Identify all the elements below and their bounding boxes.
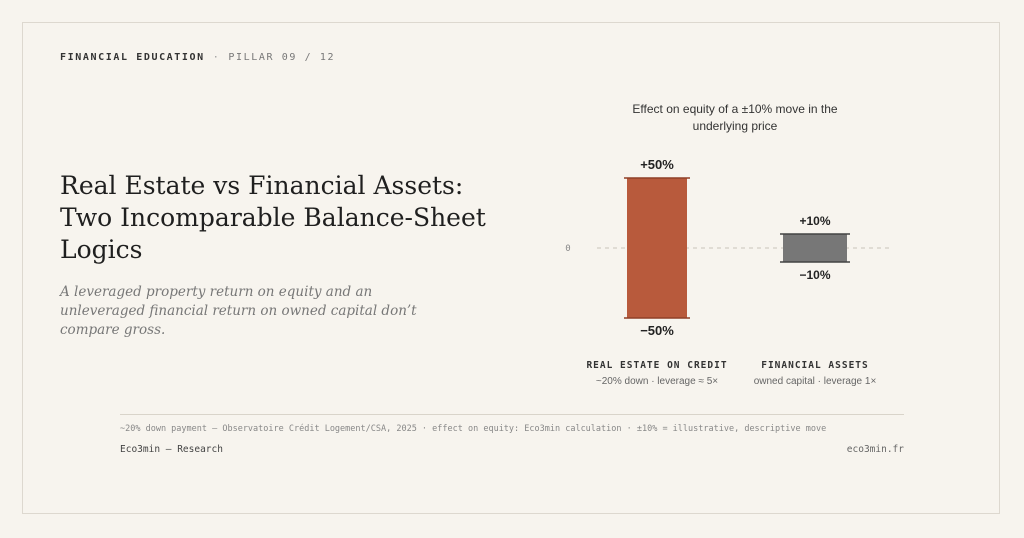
kicker-secondary: PILLAR 09 / 12 — [228, 52, 336, 63]
page-title: Real Estate vs Financial Assets: Two Inc… — [60, 171, 486, 264]
brand-label: Eco3min — Research — [120, 444, 223, 455]
data-label-up-2: +10% — [799, 214, 830, 228]
data-label-down-1: −50% — [640, 323, 674, 338]
bar-2 — [783, 234, 847, 262]
chart-title: Effect on equity of a ±10% move in the u… — [632, 102, 838, 133]
data-label-up-1: +50% — [640, 157, 674, 172]
category-detail-1: ~20% down · leverage ≈ 5× — [596, 376, 718, 387]
data-label-down-2: −10% — [799, 268, 830, 282]
footer-divider — [120, 414, 904, 415]
category-label-2: FINANCIAL ASSETS — [761, 360, 869, 371]
category-label-1: REAL ESTATE ON CREDIT — [586, 360, 727, 371]
category-detail-2: owned capital · leverage 1× — [754, 376, 877, 387]
source-note: ~20% down payment — Observatoire Crédit … — [120, 424, 827, 434]
kicker-separator: · — [212, 52, 221, 63]
kicker: FINANCIAL EDUCATION · PILLAR 09 / 12 — [60, 52, 335, 63]
card-frame — [22, 22, 1000, 514]
bar-1 — [627, 178, 687, 318]
page-subtitle: A leveraged property return on equity an… — [60, 284, 417, 338]
kicker-primary: FINANCIAL EDUCATION — [60, 52, 205, 63]
site-url: eco3min.fr — [846, 444, 904, 455]
zero-label: 0 — [565, 244, 570, 254]
